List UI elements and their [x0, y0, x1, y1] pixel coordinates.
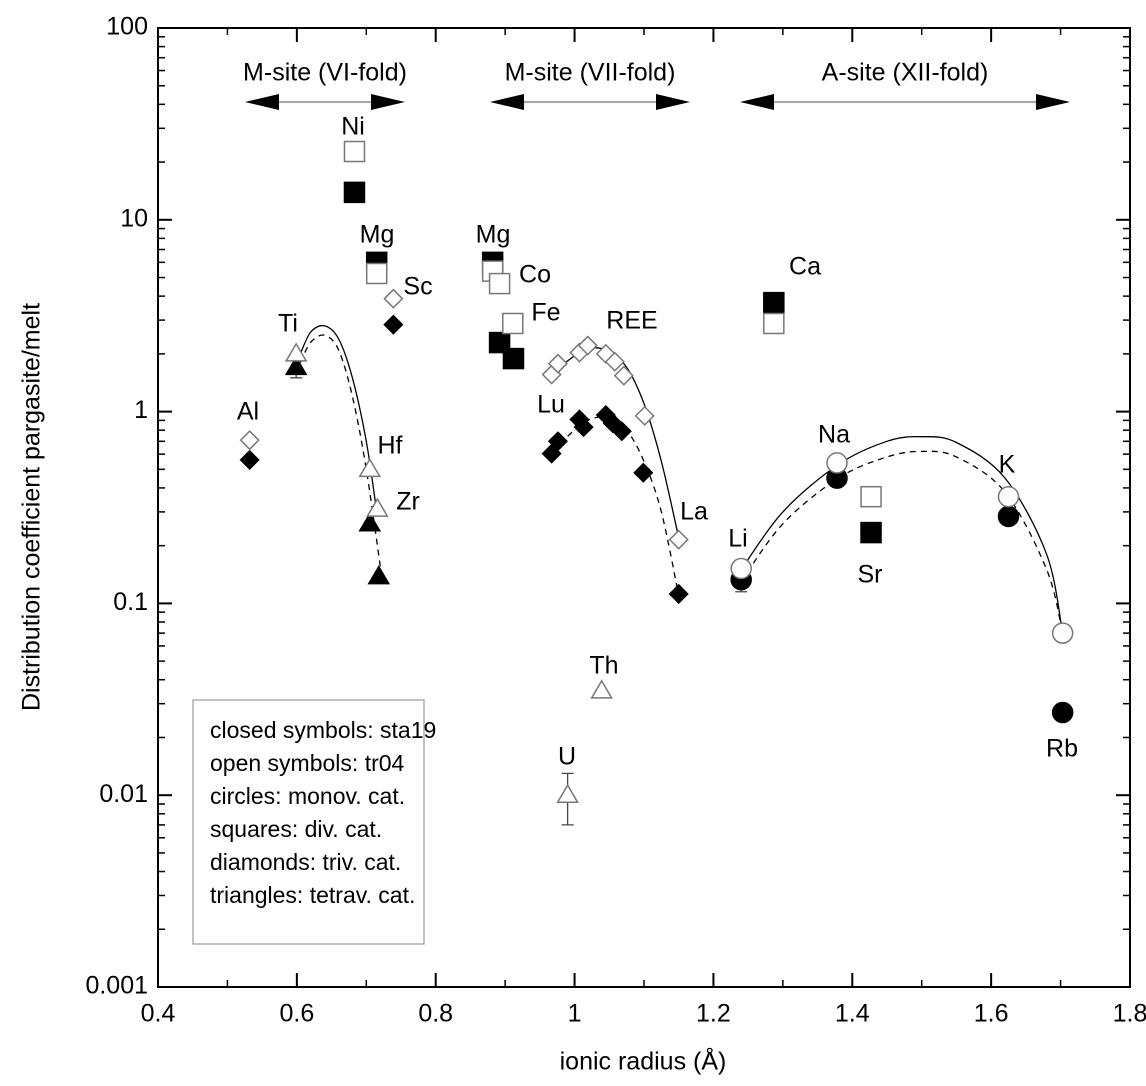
point-triangle: [556, 783, 579, 803]
y-tick-label: 0.1: [113, 588, 148, 616]
legend-text: triangles: tetrav. cat.: [210, 882, 415, 908]
x-tick-label: 1.8: [1113, 1000, 1146, 1028]
point-square: [502, 312, 524, 335]
point-square: [860, 485, 882, 508]
x-tick-label: 1.6: [974, 1000, 1009, 1028]
site-arrow-head: [656, 94, 690, 110]
point-triangle: [366, 497, 389, 517]
x-tick-label: 0.4: [141, 1000, 176, 1028]
site-label: A-site (XII-fold): [822, 59, 989, 87]
point-triangle: [358, 457, 382, 478]
point-label: Sr: [858, 561, 883, 589]
point-circle: [730, 557, 752, 580]
y-tick-label: 1: [134, 396, 148, 424]
point-triangle: [358, 512, 382, 532]
point-circle: [826, 452, 848, 474]
point-label: Rb: [1046, 735, 1078, 763]
point-label: Ti: [278, 310, 298, 338]
y-tick-label: 0.01: [99, 780, 148, 808]
point-diamond: [547, 353, 568, 374]
point-label: Li: [728, 525, 747, 553]
point-diamond: [634, 405, 655, 426]
y-axis-label: Distribution coefficient pargasite/melt: [18, 303, 46, 711]
point-label: U: [558, 743, 576, 771]
point-square: [343, 140, 366, 163]
point-label: Zr: [396, 488, 420, 516]
point-label: Hf: [378, 432, 403, 460]
y-tick-label: 0.001: [85, 972, 148, 1000]
point-circle: [997, 485, 1020, 508]
point-label: K: [999, 451, 1016, 479]
legend-text: closed symbols: sta19: [210, 717, 436, 743]
point-square: [763, 291, 785, 314]
legend-text: diamonds: triv. cat.: [210, 849, 401, 875]
point-label: REE: [606, 307, 657, 335]
fit-curve: [740, 450, 1064, 634]
point-square: [488, 272, 511, 295]
site-arrow-head: [740, 94, 774, 110]
legend-text: circles: monov. cat.: [210, 783, 405, 809]
point-label: Lu: [537, 391, 565, 419]
point-diamond: [547, 431, 568, 452]
point-triangle: [590, 679, 613, 699]
x-tick-label: 1.2: [696, 1000, 731, 1028]
site-arrow-head: [1036, 94, 1070, 110]
point-circle: [997, 505, 1020, 528]
fit-curve: [299, 334, 383, 576]
y-tick-label: 100: [106, 13, 148, 41]
point-diamond: [577, 335, 598, 356]
point-diamond: [239, 449, 260, 470]
point-diamond: [668, 583, 689, 605]
point-label: Mg: [360, 221, 395, 249]
point-label: Mg: [476, 221, 511, 249]
point-circle: [1051, 701, 1074, 724]
point-square: [365, 262, 388, 285]
point-square: [860, 521, 882, 544]
point-label: Fe: [531, 299, 560, 327]
point-diamond: [383, 314, 404, 335]
point-label: Co: [519, 261, 551, 289]
point-triangle: [367, 565, 391, 585]
fit-curve: [299, 324, 378, 512]
x-axis-label: ionic radius (Å): [560, 1046, 727, 1076]
site-arrow-head: [371, 94, 405, 110]
point-diamond: [604, 351, 625, 372]
legend-box: [192, 699, 425, 945]
point-label: Al: [237, 398, 259, 426]
point-circle: [1051, 622, 1074, 644]
site-label: M-site (VII-fold): [505, 59, 676, 87]
point-diamond: [573, 417, 594, 438]
point-label: Sc: [403, 273, 432, 301]
point-diamond: [611, 421, 632, 442]
site-label: M-site (VI-fold): [243, 59, 407, 87]
x-tick-label: 0.6: [279, 1000, 314, 1028]
x-tick-label: 1.4: [835, 1000, 870, 1028]
point-triangle: [284, 342, 308, 362]
legend-text: open symbols: tr04: [210, 750, 405, 776]
site-arrow-head: [245, 94, 279, 110]
point-diamond: [383, 288, 404, 309]
point-square: [488, 331, 511, 354]
point-square: [502, 347, 525, 370]
point-triangle: [284, 355, 308, 376]
x-tick-label: 1: [568, 1000, 582, 1028]
point-label: Ca: [789, 253, 821, 281]
point-label: Ni: [341, 113, 365, 141]
x-tick-label: 0.8: [418, 1000, 453, 1028]
legend-text: squares: div. cat.: [210, 816, 382, 842]
point-diamond: [633, 462, 654, 483]
point-label: Th: [589, 652, 618, 680]
point-diamond: [239, 430, 260, 451]
fit-curve: [740, 435, 1064, 634]
point-square: [343, 181, 366, 204]
point-label: Na: [818, 421, 850, 449]
point-square: [763, 312, 785, 335]
y-tick-label: 10: [120, 204, 148, 232]
point-label: La: [680, 498, 708, 526]
point-diamond: [668, 529, 689, 550]
point-diamond: [613, 365, 634, 386]
site-arrow-head: [490, 94, 524, 110]
